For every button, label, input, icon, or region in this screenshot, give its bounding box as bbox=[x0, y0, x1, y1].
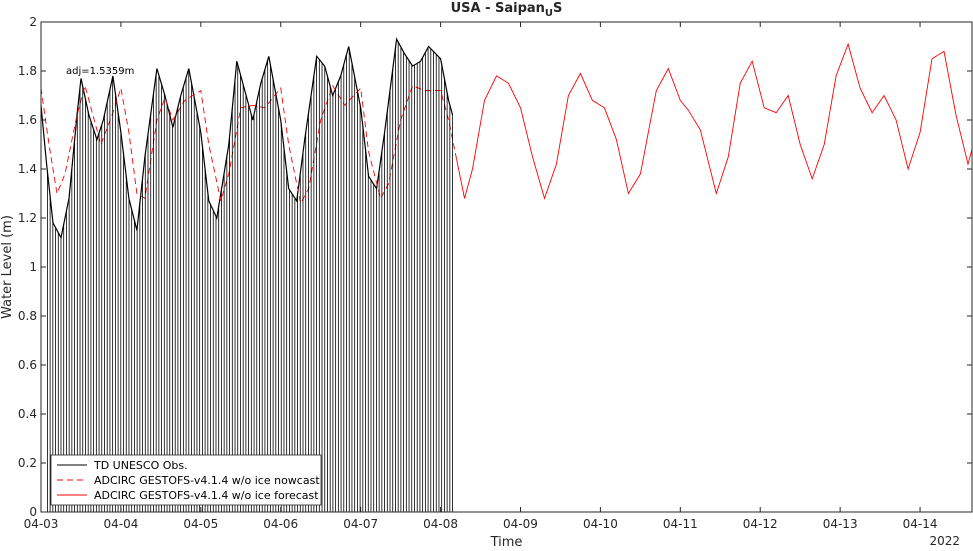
legend: TD UNESCO Obs. ADCIRC GESTOFS-v4.1.4 w/o … bbox=[50, 454, 322, 506]
legend-label: ADCIRC GESTOFS-v4.1.4 w/o ice nowcast bbox=[94, 474, 320, 487]
y-tick-label: 2 bbox=[29, 15, 37, 29]
legend-label: TD UNESCO Obs. bbox=[93, 459, 188, 472]
tick-layer: 0 0.2 0.4 0.6 0.8 1 1.2 1.4 1.6 1.8 2 04-03 04-04 04-… bbox=[18, 15, 972, 531]
chart-title: USA - SaipanUS bbox=[451, 1, 563, 19]
legend-box bbox=[50, 454, 322, 506]
y-tick-label: 1 bbox=[29, 260, 37, 274]
x-axis-label: Time bbox=[490, 535, 523, 547]
y-tick-label: 1.4 bbox=[18, 162, 37, 176]
x-tick-label: 04-05 bbox=[183, 517, 218, 531]
adjustment-annotation: adj=1.5359m bbox=[66, 66, 134, 77]
y-tick-label: 0 bbox=[29, 505, 37, 519]
y-tick-label: 0.8 bbox=[18, 309, 37, 323]
year-label: 2022 bbox=[929, 534, 960, 547]
chart-title-end: S bbox=[553, 1, 562, 16]
y-tick-label: 1.2 bbox=[18, 211, 37, 225]
x-tick-label: 04-04 bbox=[103, 517, 138, 531]
series-line-nowcast bbox=[40, 83, 458, 205]
y-tick-label: 0.6 bbox=[18, 358, 37, 372]
y-tick-label: 1.8 bbox=[18, 64, 37, 78]
y-tick-label: 1.6 bbox=[18, 113, 37, 127]
x-tick-label: 04-13 bbox=[823, 517, 858, 531]
chart-title-main: USA - Saipan bbox=[451, 1, 545, 16]
x-tick-label: 04-10 bbox=[583, 517, 618, 531]
x-tick-label: 04-11 bbox=[663, 517, 698, 531]
series-line-forecast bbox=[456, 42, 973, 200]
x-tick-label: 04-03 bbox=[24, 517, 59, 531]
y-tick-label: 0.4 bbox=[18, 407, 37, 421]
y-tick-label: 0.2 bbox=[18, 456, 37, 470]
data-layer bbox=[40, 37, 973, 512]
x-tick-label: 04-06 bbox=[263, 517, 298, 531]
y-axis-label: Water Level (m) bbox=[0, 215, 15, 319]
x-tick-label: 04-12 bbox=[743, 517, 778, 531]
x-tick-label: 04-07 bbox=[343, 517, 378, 531]
x-tick-label: 04-08 bbox=[423, 517, 458, 531]
x-tick-label: 04-09 bbox=[503, 517, 538, 531]
x-tick-label: 04-14 bbox=[903, 517, 938, 531]
legend-label: ADCIRC GESTOFS-v4.1.4 w/o ice forecast bbox=[94, 489, 319, 502]
chart-title-subscript: U bbox=[545, 8, 553, 19]
